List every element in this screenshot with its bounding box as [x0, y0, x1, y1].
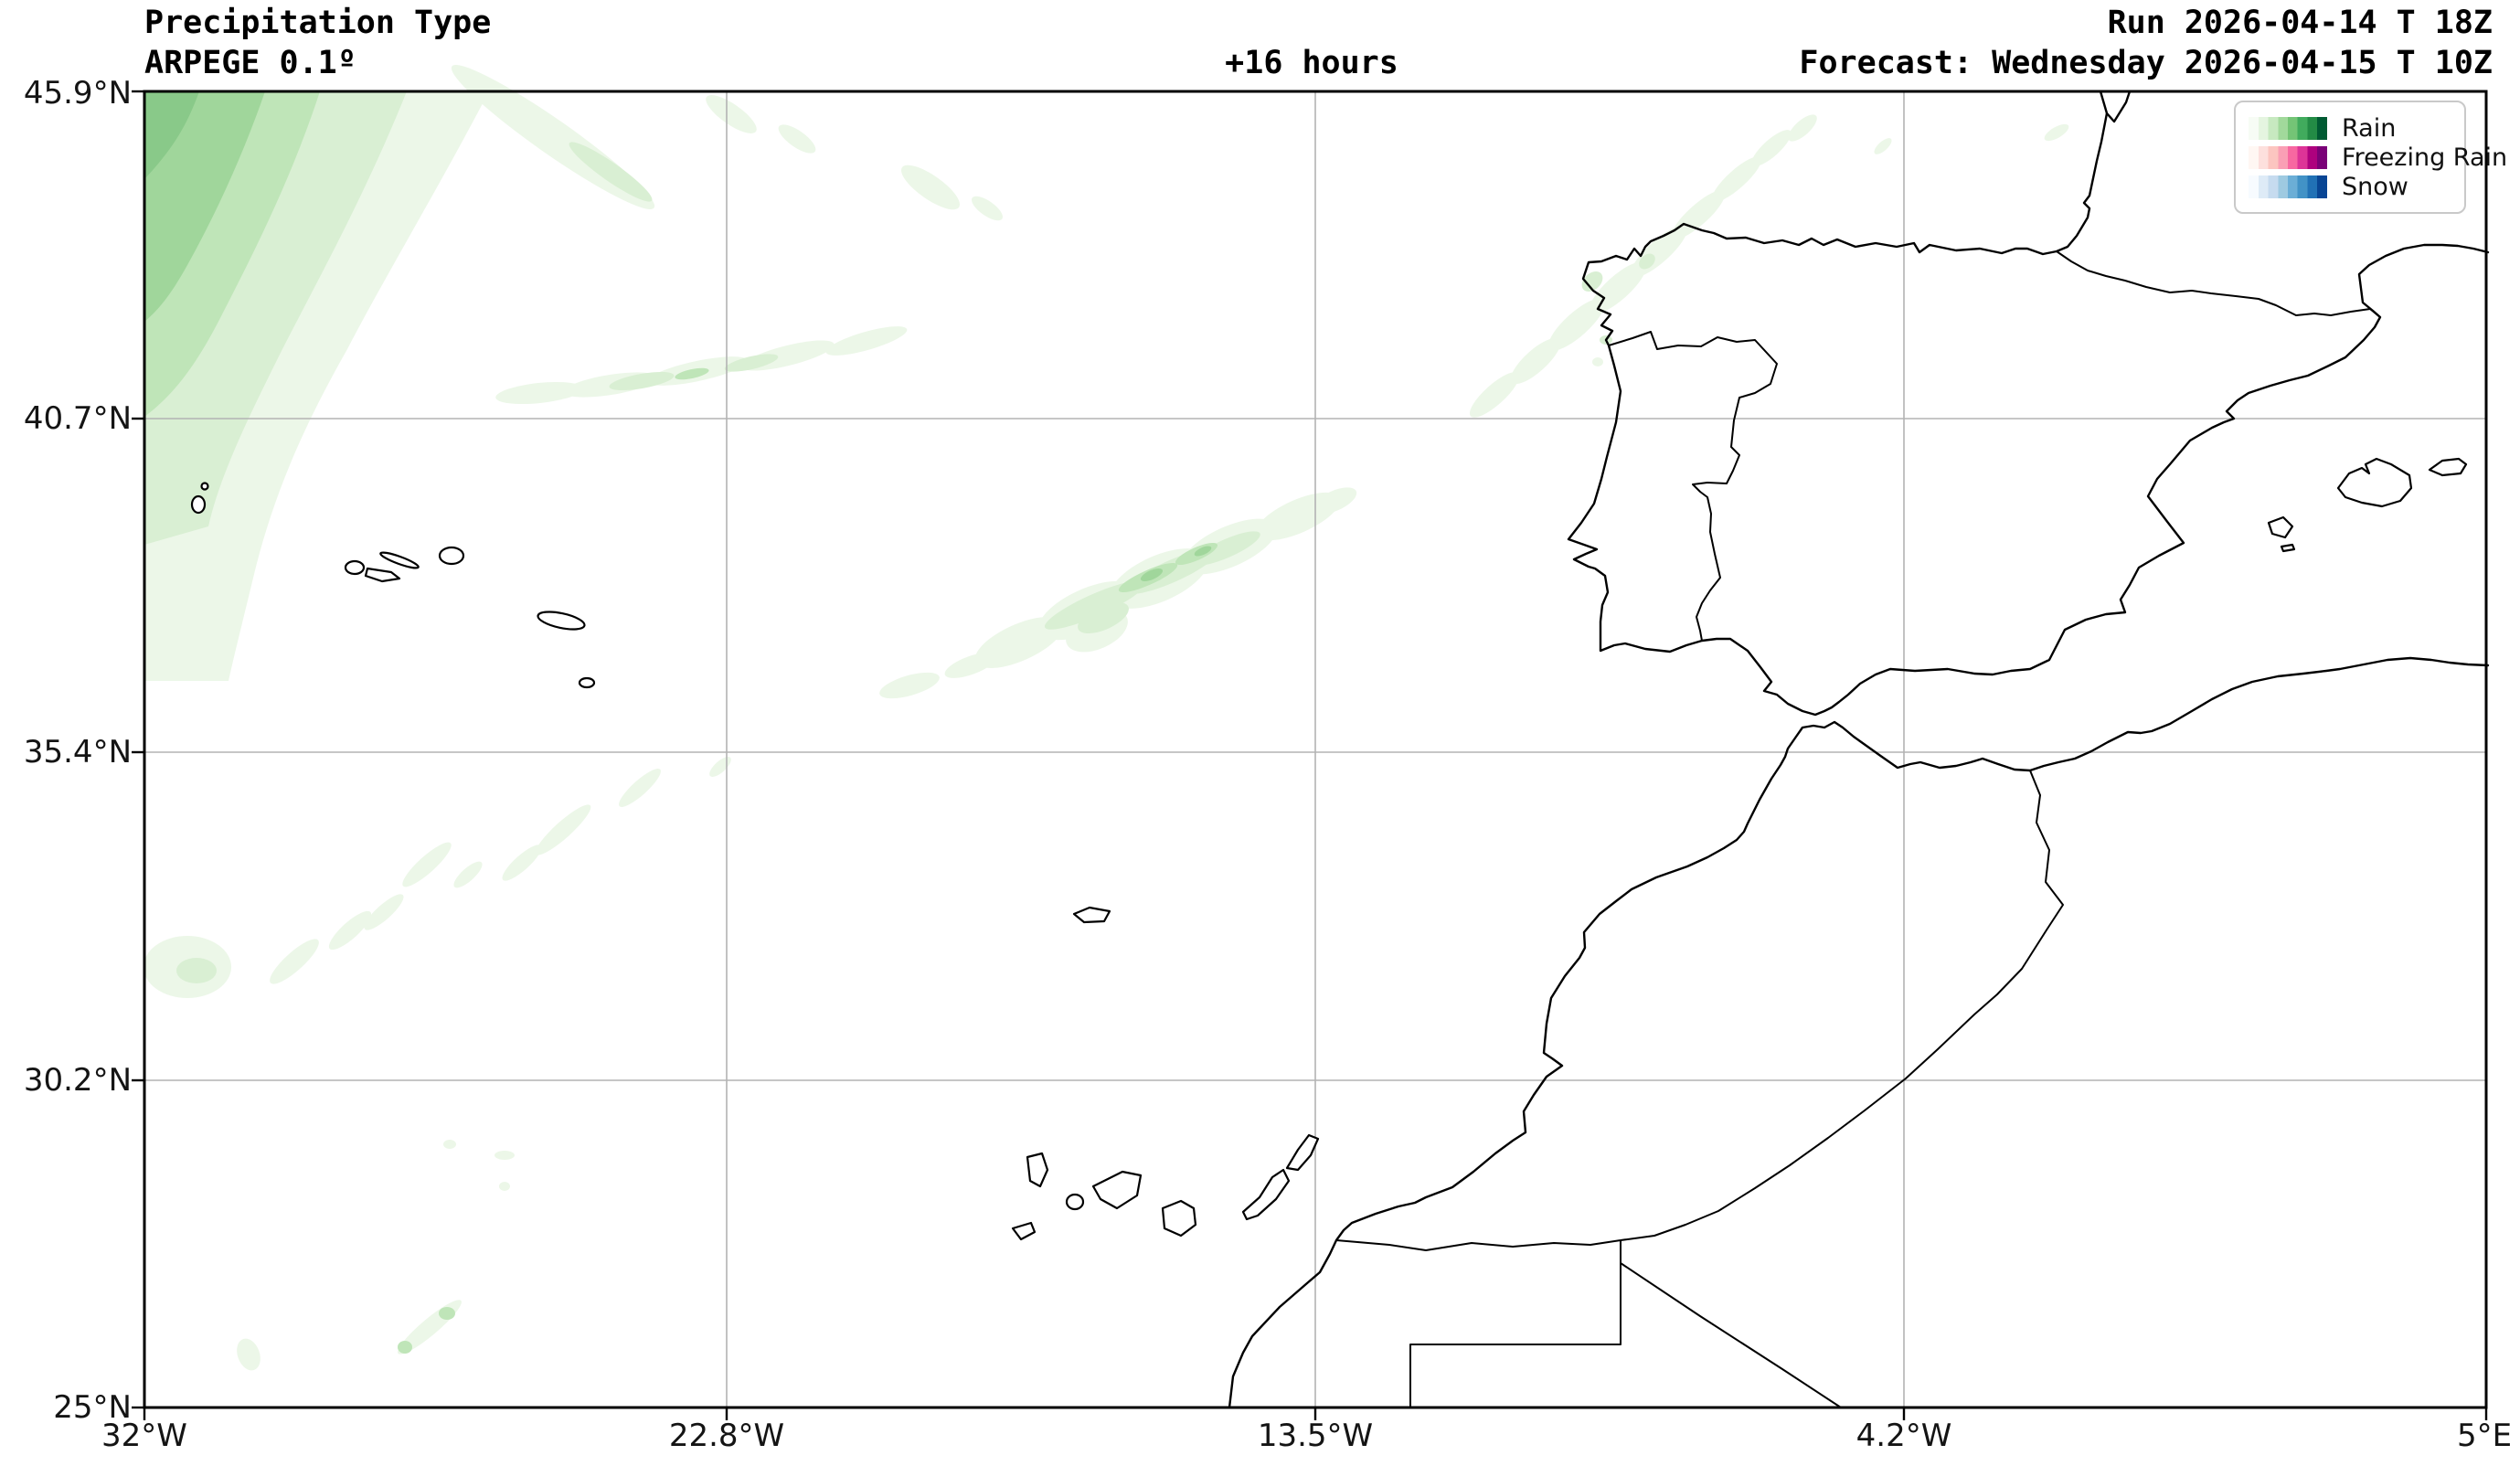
lead-time-label: +16 hours: [1225, 45, 1398, 81]
rain-gradient-swatch: [2249, 116, 2327, 140]
gridlines: [144, 91, 2486, 1408]
run-label: Run 2026-04-14 T 18Z: [2107, 5, 2493, 41]
precipitation-rain-layer: [144, 65, 2069, 1371]
x-tick-label: 32°W: [101, 1418, 187, 1454]
forecast-label: Forecast: Wednesday 2026-04-15 T 10Z: [1799, 45, 2493, 81]
x-tick-label: 4.2°W: [1855, 1418, 1952, 1454]
legend-item-snow: Snow: [2249, 172, 2451, 201]
country-borders: [1335, 250, 2381, 1408]
page-title: Precipitation Type: [144, 5, 492, 41]
snow-gradient-swatch: [2249, 175, 2327, 198]
model-label: ARPEGE 0.1º: [144, 45, 356, 81]
y-tick-label: 35.4°N: [23, 734, 132, 770]
legend-item-rain: Rain: [2249, 113, 2451, 143]
y-tick-label: 40.7°N: [23, 400, 132, 437]
x-tick-label: 5°E: [2456, 1418, 2513, 1454]
islands: [190, 457, 2468, 1241]
y-tick-label: 30.2°N: [23, 1062, 132, 1099]
y-tick-label: 45.9°N: [23, 75, 132, 112]
coastlines: [1228, 90, 2490, 1409]
x-tick-label: 13.5°W: [1257, 1418, 1374, 1454]
legend-label-rain: Rain: [2342, 113, 2397, 143]
plot-frame: [132, 90, 2488, 1420]
legend-label-freezing-rain: Freezing Rain: [2342, 143, 2508, 172]
y-tick-label: 25°N: [53, 1389, 132, 1426]
legend-label-snow: Snow: [2342, 172, 2408, 201]
x-tick-label: 22.8°W: [668, 1418, 785, 1454]
freezing-rain-gradient-swatch: [2249, 145, 2327, 169]
legend-item-freezing-rain: Freezing Rain: [2249, 143, 2507, 172]
map-legend: Rain Freezing Rain Snow: [2234, 101, 2507, 214]
